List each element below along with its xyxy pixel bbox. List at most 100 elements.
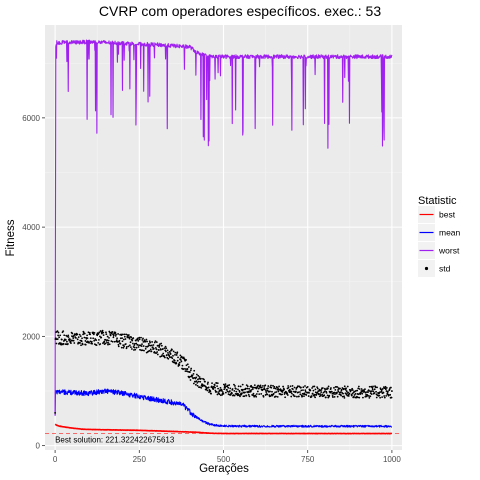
std-point bbox=[291, 385, 294, 387]
std-point bbox=[277, 390, 280, 393]
legend-label-worst: worst bbox=[438, 246, 460, 256]
std-point bbox=[67, 334, 70, 337]
std-point bbox=[224, 386, 227, 389]
std-point bbox=[136, 343, 139, 346]
std-point bbox=[58, 336, 61, 339]
std-point bbox=[351, 387, 354, 390]
std-point bbox=[367, 391, 369, 394]
std-point bbox=[262, 395, 265, 398]
std-point bbox=[54, 411, 56, 414]
std-point bbox=[189, 379, 192, 381]
std-point bbox=[72, 337, 75, 340]
std-point bbox=[305, 394, 308, 396]
std-point bbox=[245, 384, 248, 387]
std-point bbox=[194, 383, 197, 386]
std-point bbox=[154, 340, 157, 343]
std-point bbox=[164, 356, 166, 359]
y-tick-label: 2000 bbox=[22, 332, 40, 341]
std-point bbox=[115, 333, 117, 336]
std-point bbox=[72, 339, 75, 342]
std-point bbox=[97, 338, 100, 341]
std-point bbox=[241, 383, 244, 386]
std-point bbox=[56, 330, 59, 333]
std-point bbox=[150, 344, 153, 347]
std-point bbox=[165, 350, 167, 353]
std-point bbox=[241, 392, 243, 395]
std-point bbox=[200, 387, 203, 389]
std-point bbox=[368, 395, 370, 397]
mean-line bbox=[54, 388, 393, 428]
std-point bbox=[142, 345, 145, 347]
std-point bbox=[270, 386, 273, 389]
std-point bbox=[63, 334, 66, 337]
std-point bbox=[176, 351, 179, 354]
std-point bbox=[360, 388, 363, 390]
std-point bbox=[76, 333, 79, 336]
std-point bbox=[200, 377, 202, 380]
std-point bbox=[203, 378, 205, 381]
std-point bbox=[343, 395, 345, 398]
std-point bbox=[387, 394, 390, 397]
std-point bbox=[116, 341, 119, 343]
std-point bbox=[59, 342, 62, 345]
std-point bbox=[257, 387, 260, 390]
std-point bbox=[184, 370, 187, 372]
std-point bbox=[330, 387, 332, 389]
std-point bbox=[125, 347, 128, 350]
std-point bbox=[274, 391, 276, 394]
std-point bbox=[193, 369, 196, 372]
y-tick-label: 6000 bbox=[22, 114, 40, 123]
std-point bbox=[304, 389, 307, 392]
std-point bbox=[327, 387, 329, 390]
x-tick-label: 750 bbox=[301, 455, 315, 464]
std-point bbox=[239, 395, 241, 398]
std-point bbox=[384, 385, 387, 388]
std-point bbox=[248, 387, 251, 390]
std-point bbox=[84, 340, 87, 342]
std-point bbox=[83, 336, 86, 339]
std-point bbox=[111, 340, 114, 343]
std-point bbox=[219, 386, 222, 389]
std-point bbox=[320, 388, 323, 391]
std-point bbox=[320, 391, 323, 393]
std-point bbox=[254, 394, 257, 397]
std-point bbox=[173, 361, 176, 364]
std-point bbox=[308, 391, 310, 394]
std-point bbox=[122, 346, 125, 349]
std-point bbox=[238, 391, 241, 393]
std-point bbox=[235, 390, 238, 393]
std-point bbox=[161, 348, 164, 350]
std-point bbox=[269, 390, 271, 393]
std-point bbox=[391, 390, 393, 392]
std-point bbox=[357, 385, 360, 388]
std-point bbox=[88, 341, 91, 344]
std-point bbox=[93, 339, 96, 342]
std-point bbox=[112, 334, 115, 337]
std-point bbox=[240, 393, 243, 396]
std-point bbox=[101, 329, 104, 332]
std-point bbox=[233, 389, 236, 392]
y-tick-label: 0 bbox=[36, 442, 41, 451]
std-point bbox=[105, 331, 107, 334]
std-point bbox=[217, 387, 220, 390]
std-point bbox=[113, 340, 116, 343]
std-point bbox=[369, 395, 372, 398]
std-point bbox=[288, 388, 291, 391]
axes: 0 250 500 750 1000 0 2000 4000 6000 bbox=[22, 114, 401, 464]
std-point bbox=[194, 380, 197, 383]
std-point bbox=[67, 336, 70, 338]
std-point bbox=[140, 336, 142, 339]
std-point bbox=[376, 386, 378, 389]
std-point bbox=[76, 338, 79, 341]
std-point bbox=[227, 386, 230, 389]
std-point bbox=[319, 394, 322, 397]
std-point bbox=[119, 342, 122, 345]
std-point bbox=[102, 331, 105, 334]
std-point bbox=[338, 393, 341, 396]
std-point bbox=[351, 389, 354, 392]
std-point bbox=[183, 367, 186, 370]
std-point bbox=[216, 385, 219, 388]
std-point bbox=[304, 385, 306, 387]
std-point bbox=[291, 388, 294, 391]
std-point bbox=[384, 388, 387, 391]
